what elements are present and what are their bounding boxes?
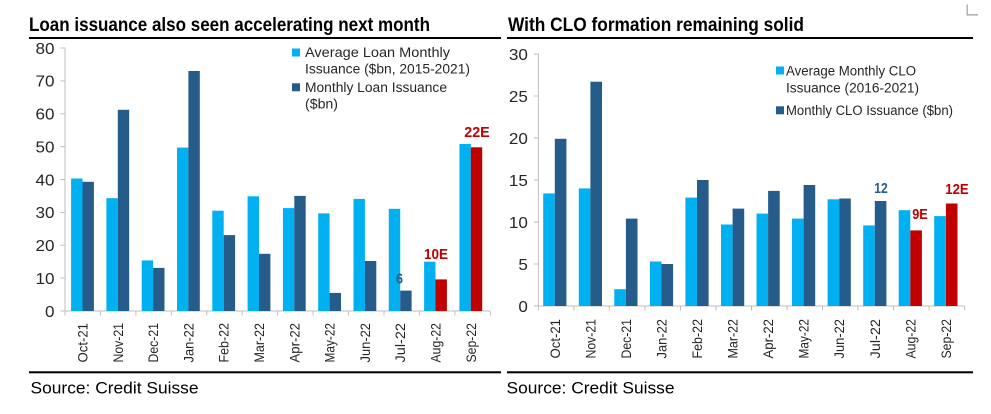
- svg-text:12: 12: [874, 181, 888, 197]
- svg-text:Jul-22: Jul-22: [392, 323, 408, 363]
- svg-text:10E: 10E: [424, 247, 448, 263]
- svg-text:Jan-22: Jan-22: [654, 319, 670, 359]
- svg-text:Oct-21: Oct-21: [547, 319, 563, 359]
- svg-text:Dec-21: Dec-21: [145, 323, 161, 363]
- svg-text:Sep-22: Sep-22: [463, 323, 479, 363]
- svg-text:Apr-22: Apr-22: [286, 323, 302, 363]
- svg-text:70: 70: [36, 74, 55, 91]
- svg-text:May-22: May-22: [322, 323, 338, 363]
- svg-text:Issuance ($bn, 2015-2021): Issuance ($bn, 2015-2021): [305, 62, 470, 77]
- svg-text:60: 60: [36, 107, 55, 124]
- svg-text:Jan-22: Jan-22: [180, 323, 196, 363]
- svg-text:10: 10: [509, 215, 528, 232]
- svg-text:Monthly CLO Issuance ($bn): Monthly CLO Issuance ($bn): [786, 103, 953, 118]
- svg-text:Oct-21: Oct-21: [75, 323, 91, 363]
- svg-text:30: 30: [509, 47, 528, 64]
- svg-text:6: 6: [396, 272, 403, 288]
- svg-text:50: 50: [36, 139, 55, 156]
- svg-text:Loan issuance also seen accele: Loan issuance also seen accelerating nex…: [29, 14, 430, 36]
- svg-text:Mar-22: Mar-22: [251, 323, 267, 363]
- svg-text:Nov-21: Nov-21: [582, 319, 598, 359]
- svg-text:Source: Credit Suisse: Source: Credit Suisse: [507, 380, 675, 398]
- svg-text:9E: 9E: [912, 207, 928, 223]
- svg-text:Jun-22: Jun-22: [831, 319, 847, 359]
- svg-text:Mar-22: Mar-22: [725, 319, 741, 359]
- svg-text:May-22: May-22: [796, 319, 812, 359]
- svg-text:Average Loan Monthly: Average Loan Monthly: [305, 45, 450, 60]
- svg-text:22E: 22E: [464, 125, 490, 141]
- svg-text:20: 20: [509, 131, 528, 148]
- svg-text:Monthly Loan Issuance: Monthly Loan Issuance: [305, 80, 447, 95]
- svg-text:30: 30: [36, 205, 55, 222]
- svg-text:5: 5: [518, 257, 528, 274]
- svg-text:0: 0: [45, 304, 55, 321]
- svg-text:Aug-22: Aug-22: [428, 323, 444, 363]
- svg-text:Jul-22: Jul-22: [867, 319, 883, 359]
- svg-text:With CLO formation remaining s: With CLO formation remaining solid: [508, 14, 804, 36]
- svg-text:80: 80: [36, 41, 55, 58]
- svg-text:Apr-22: Apr-22: [760, 319, 776, 359]
- svg-text:Aug-22: Aug-22: [902, 319, 918, 359]
- svg-text:Source: Credit Suisse: Source: Credit Suisse: [31, 380, 199, 398]
- svg-text:Dec-21: Dec-21: [618, 319, 634, 359]
- svg-text:20: 20: [36, 238, 55, 255]
- svg-text:12E: 12E: [945, 182, 969, 198]
- svg-text:($bn): ($bn): [305, 96, 338, 111]
- svg-text:15: 15: [509, 173, 528, 190]
- svg-text:0: 0: [518, 299, 528, 316]
- svg-text:40: 40: [36, 172, 55, 189]
- svg-text:Jun-22: Jun-22: [357, 323, 373, 363]
- svg-text:25: 25: [509, 89, 528, 106]
- svg-text:Feb-22: Feb-22: [216, 323, 232, 363]
- svg-text:Nov-21: Nov-21: [110, 323, 126, 363]
- svg-text:Average Monthly CLO: Average Monthly CLO: [786, 64, 916, 79]
- svg-text:Issuance (2016-2021): Issuance (2016-2021): [786, 81, 919, 96]
- svg-text:10: 10: [36, 271, 55, 288]
- svg-text:Sep-22: Sep-22: [938, 319, 954, 359]
- svg-text:Feb-22: Feb-22: [689, 319, 705, 359]
